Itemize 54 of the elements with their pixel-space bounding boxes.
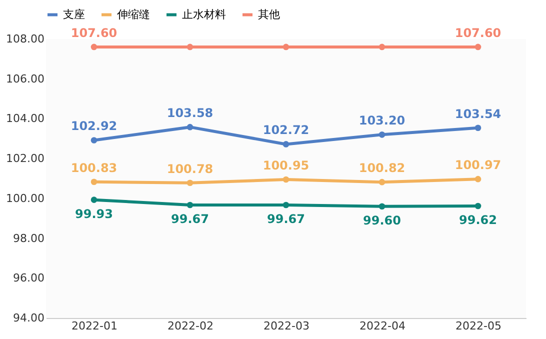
data-label: 103.54: [454, 106, 502, 121]
data-label: 103.20: [358, 114, 406, 128]
data-label: 99.60: [363, 213, 401, 228]
point: [474, 124, 482, 132]
point: [378, 132, 386, 138]
point: [186, 202, 194, 208]
point: [90, 137, 98, 144]
y-tick-label: 96.00: [13, 272, 44, 285]
point: [282, 202, 290, 208]
data-label: 102.72: [262, 123, 310, 138]
data-label: 100.97: [454, 158, 502, 172]
point: [90, 178, 98, 186]
data-label: 99.62: [459, 213, 497, 227]
point: [378, 44, 386, 50]
point: [90, 44, 98, 50]
y-tick-label: 102.00: [6, 152, 44, 166]
data-label: 100.82: [358, 161, 406, 176]
point: [282, 141, 290, 148]
y-tick-label: 108.00: [6, 32, 44, 46]
data-label: 100.83: [70, 160, 118, 175]
x-tick-label: 2022-01: [72, 320, 118, 332]
data-label: 107.60: [454, 26, 502, 40]
legend-label: 支座: [63, 8, 85, 21]
x-tick-label: 2022-03: [264, 320, 310, 332]
data-label: 102.92: [70, 119, 118, 134]
point: [474, 44, 482, 50]
point: [378, 203, 386, 210]
point: [474, 176, 482, 182]
point: [186, 180, 194, 186]
legend-label: 伸缩缝: [117, 8, 150, 21]
point: [90, 196, 98, 203]
x-tick-label: 2022-05: [456, 320, 502, 332]
data-label: 99.67: [171, 212, 209, 226]
data-label: 100.95: [262, 158, 310, 172]
point: [282, 176, 290, 183]
data-label: 107.60: [70, 26, 118, 40]
point: [282, 44, 290, 50]
point: [186, 124, 194, 130]
point: [378, 178, 386, 186]
data-label: 103.58: [166, 106, 214, 120]
y-tick-label: 100.00: [6, 192, 44, 205]
y-tick-label: 94.00: [13, 312, 44, 324]
point: [186, 44, 194, 50]
y-tick-label: 104.00: [6, 112, 44, 126]
point: [474, 202, 482, 210]
y-tick-label: 98.00: [13, 232, 44, 245]
x-tick-label: 2022-04: [360, 320, 406, 332]
legend-label: 其他: [258, 8, 280, 21]
data-label: 99.93: [75, 206, 113, 221]
legend-label: 止水材料: [182, 8, 226, 21]
data-label: 99.67: [267, 212, 305, 226]
y-tick-label: 106.00: [6, 72, 44, 86]
x-tick-label: 2022-02: [168, 320, 214, 332]
data-label: 100.78: [166, 162, 214, 176]
